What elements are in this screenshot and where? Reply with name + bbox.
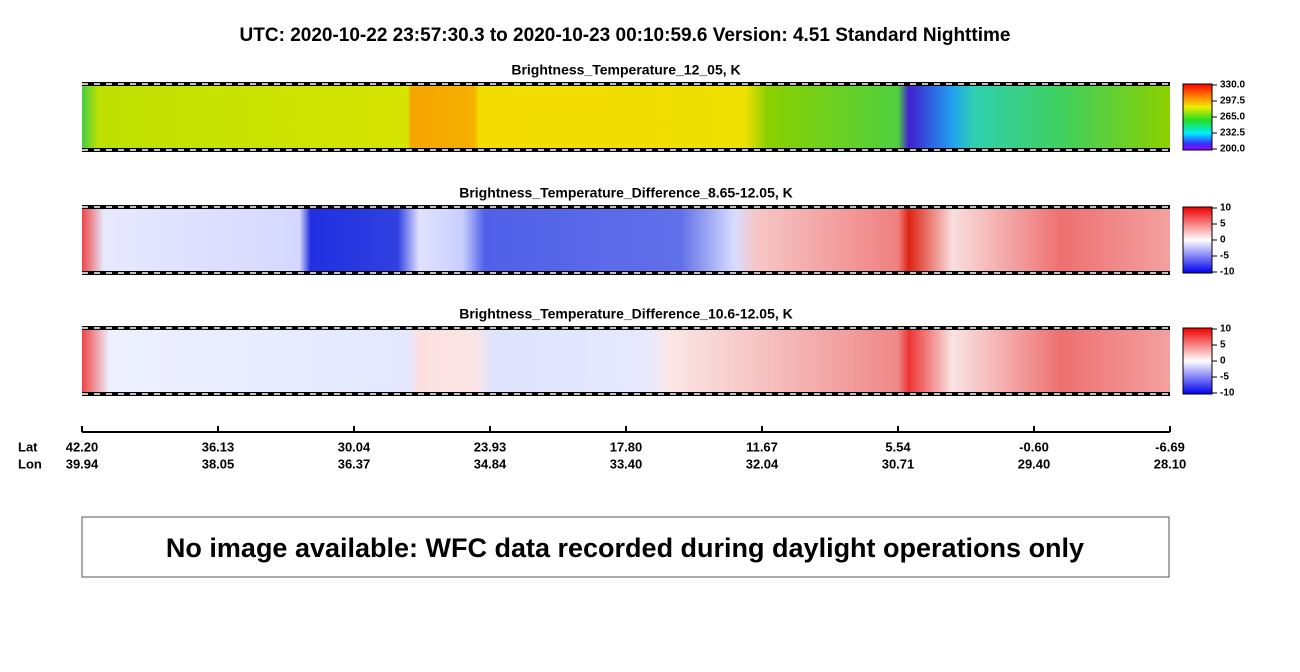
colorbar-label: 265.0: [1220, 112, 1245, 123]
colorbar-label: -5: [1220, 251, 1229, 262]
lon-tick-label: 34.84: [474, 456, 507, 471]
notice: No image available: WFC data recorded du…: [166, 533, 1084, 563]
strip-image: [82, 207, 1170, 273]
panel-title: Brightness_Temperature_12_05, K: [511, 62, 740, 78]
lon-tick-label: 33.40: [610, 456, 643, 471]
notice-box: [81, 516, 1170, 578]
lat-tick-label: 30.04: [338, 439, 371, 454]
lon-tick-label: 38.05: [202, 456, 235, 471]
colorbar-label: -5: [1220, 372, 1229, 383]
colorbar-label: 297.5: [1220, 96, 1245, 107]
lon-tick-label: 28.10: [1154, 456, 1187, 471]
colorbar-label: 10: [1220, 324, 1232, 335]
colorbar-label: 5: [1220, 219, 1226, 230]
colorbar-label: 10: [1220, 203, 1232, 214]
panel-title: Brightness_Temperature_Difference_8.65-1…: [459, 185, 793, 201]
lon-tick-label: 29.40: [1018, 456, 1051, 471]
colorbar-label: 200.0: [1220, 144, 1245, 155]
colorbar-label: 330.0: [1220, 80, 1245, 91]
lon-tick-label: 30.71: [882, 456, 915, 471]
lat-tick-label: 23.93: [474, 439, 507, 454]
strip-image: [82, 328, 1170, 394]
strip-image: [82, 84, 1170, 150]
lat-tick-label: -6.69: [1155, 439, 1185, 454]
lon-label: Lon: [18, 456, 42, 471]
colorbar-label: 5: [1220, 340, 1226, 351]
lat-tick-label: -0.60: [1019, 439, 1049, 454]
lon-tick-label: 36.37: [338, 456, 371, 471]
colorbar-label: 0: [1220, 235, 1226, 246]
colorbar: [1182, 327, 1213, 395]
page-title: UTC: 2020-10-22 23:57:30.3 to 2020-10-23…: [240, 25, 1011, 46]
lat-label: Lat: [18, 439, 38, 454]
colorbar: [1182, 206, 1213, 274]
colorbar-label: 232.5: [1220, 128, 1245, 139]
lon-tick-label: 39.94: [66, 456, 99, 471]
lon-tick-label: 32.04: [746, 456, 779, 471]
lat-tick-label: 11.67: [746, 439, 778, 454]
colorbar-label: -10: [1220, 267, 1235, 278]
colorbar-label: -10: [1220, 388, 1235, 399]
lat-tick-label: 17.80: [610, 439, 643, 454]
lat-tick-label: 42.20: [66, 439, 99, 454]
colorbar-label: 0: [1220, 356, 1226, 367]
colorbar: [1182, 83, 1213, 151]
panel-title: Brightness_Temperature_Difference_10.6-1…: [459, 306, 793, 322]
lat-tick-label: 5.54: [885, 439, 911, 454]
lat-tick-label: 36.13: [202, 439, 235, 454]
